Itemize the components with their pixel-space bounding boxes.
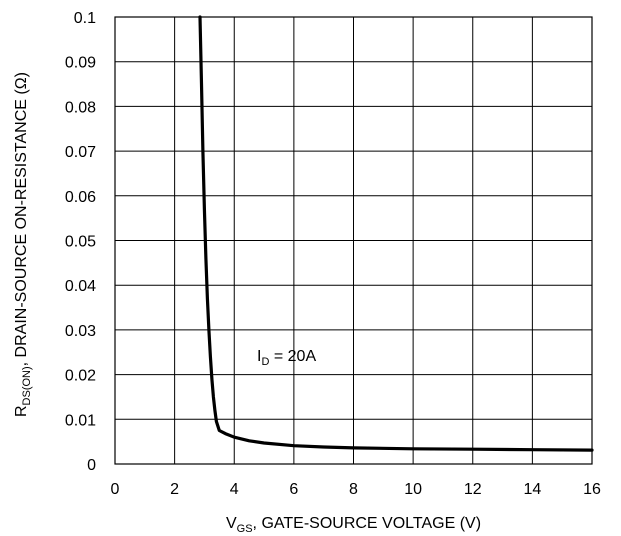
y-tick-label: 0 <box>87 457 96 474</box>
annotation-rest: = 20A <box>269 348 316 365</box>
x-tick-labels: 0 2 4 6 8 10 12 14 16 <box>111 481 601 498</box>
y-axis-label: RDS(ON), DRAIN-SOURCE ON-RESISTANCE (Ω) <box>13 72 33 417</box>
x-axis-label-main: V <box>226 515 237 532</box>
y-tick-label: 0.08 <box>65 99 96 116</box>
plot-frame <box>114 16 593 465</box>
x-tick-label: 0 <box>111 481 120 498</box>
y-tick-label: 0.06 <box>65 189 96 206</box>
x-tick-label: 16 <box>583 481 601 498</box>
y-tick-label: 0.04 <box>65 278 96 295</box>
x-tick-label: 12 <box>464 481 482 498</box>
y-tick-label: 0.1 <box>74 10 96 27</box>
annotation-main: I <box>257 348 261 365</box>
x-tick-label: 14 <box>523 481 541 498</box>
series-line <box>198 15 594 452</box>
y-tick-label: 0.03 <box>65 323 96 340</box>
x-tick-label: 8 <box>349 481 358 498</box>
y-tick-labels: 0 0.01 0.02 0.03 0.04 0.05 0.06 0.07 0.08 0.09 0.1 <box>65 10 96 474</box>
y-axis-label-sub: DS(ON) <box>21 366 33 405</box>
current-annotation: ID = 20A <box>257 348 316 368</box>
x-tick-label: 6 <box>289 481 298 498</box>
y-axis-label-main: R <box>13 405 30 417</box>
y-tick-label: 0.09 <box>65 55 96 72</box>
x-axis-label-rest: , GATE-SOURCE VOLTAGE (V) <box>253 515 481 532</box>
x-tick-label: 10 <box>404 481 422 498</box>
y-tick-label: 0.07 <box>65 144 96 161</box>
x-axis-label: VGS, GATE-SOURCE VOLTAGE (V) <box>226 515 481 535</box>
series-layer <box>198 15 594 452</box>
grid <box>114 16 593 465</box>
y-tick-label: 0.02 <box>65 368 96 385</box>
x-axis-label-sub: GS <box>237 523 253 535</box>
y-axis-label-rest: , DRAIN-SOURCE ON-RESISTANCE (Ω) <box>13 72 30 366</box>
y-tick-label: 0.05 <box>65 234 96 251</box>
x-tick-label: 2 <box>170 481 179 498</box>
x-tick-label: 4 <box>230 481 239 498</box>
y-tick-label: 0.01 <box>65 412 96 429</box>
annotation-sub: D <box>261 356 269 368</box>
